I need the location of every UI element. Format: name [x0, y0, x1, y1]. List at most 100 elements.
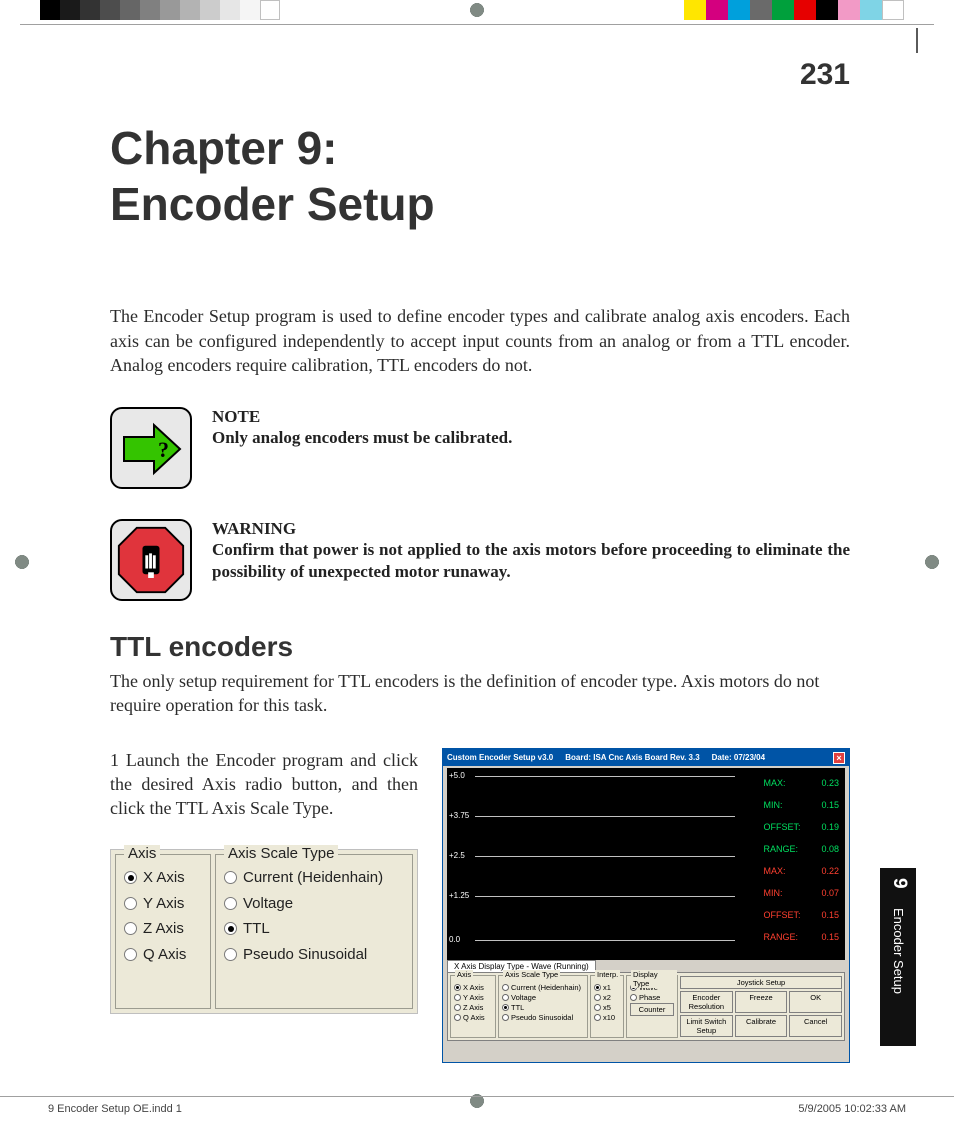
radio-option[interactable]: Pseudo Sinusoidal: [502, 1013, 584, 1022]
page-number: 231: [110, 58, 850, 92]
radio-option[interactable]: x5: [594, 1003, 620, 1012]
radio-icon: [124, 897, 137, 910]
radio-icon: [594, 1004, 601, 1011]
encoder-setup-window: Custom Encoder Setup v3.0 Board: ISA Cnc…: [442, 748, 850, 1063]
radio-option[interactable]: Phase: [630, 993, 674, 1002]
plot-gridline: [475, 816, 735, 817]
axis-group: Axis X AxisY AxisZ AxisQ Axis: [115, 854, 211, 1009]
radio-option[interactable]: Q Axis: [454, 1013, 492, 1022]
plot-stat: RANGE: 0.08: [763, 844, 839, 854]
radio-icon: [454, 1004, 461, 1011]
plot-stat-label: MIN:: [763, 888, 809, 898]
radio-option[interactable]: x2: [594, 993, 620, 1002]
chapter-side-tab: 9 Encoder Setup: [880, 868, 916, 1046]
radio-option[interactable]: Current (Heidenhain): [224, 869, 404, 886]
warning-heading: WARNING: [212, 519, 850, 539]
radio-option[interactable]: Pseudo Sinusoidal: [224, 946, 404, 963]
radio-label: Voltage: [243, 895, 293, 912]
radio-label: Q Axis: [463, 1013, 485, 1022]
radio-label: X Axis: [143, 869, 185, 886]
ctrl-scale-group: Axis Scale Type Current (Heidenhain)Volt…: [498, 975, 588, 1038]
cancel-button[interactable]: Cancel: [789, 1015, 842, 1037]
scale-group-legend: Axis Scale Type: [224, 845, 338, 862]
plot-stat: OFFSET: 0.15: [763, 910, 839, 920]
radio-option[interactable]: Z Axis: [454, 1003, 492, 1012]
radio-icon: [502, 984, 509, 991]
radio-option[interactable]: Y Axis: [454, 993, 492, 1002]
radio-option[interactable]: x10: [594, 1013, 620, 1022]
radio-option[interactable]: X Axis: [124, 869, 202, 886]
note-qmark-icon: ?: [158, 437, 169, 462]
encoder-title-date: Date: 07/23/04: [712, 753, 765, 762]
plot-stat: MAX:0.23: [763, 778, 839, 788]
joystick-setup-button[interactable]: Joystick Setup: [680, 976, 842, 989]
warning-callout: WARNING Confirm that power is not applie…: [110, 519, 850, 601]
limit-switch-button[interactable]: Limit Switch Setup: [680, 1015, 733, 1037]
radio-option[interactable]: Voltage: [502, 993, 584, 1002]
ctrl-interp-group: Interp. x1x2x5x10: [590, 975, 624, 1038]
axis-scale-group: Axis Scale Type Current (Heidenhain)Volt…: [215, 854, 413, 1009]
plot-gridline: [475, 940, 735, 941]
plot-stat-value: 0.15: [821, 910, 839, 920]
radio-label: Current (Heidenhain): [511, 983, 581, 992]
radio-icon: [454, 984, 461, 991]
radio-label: Z Axis: [143, 920, 184, 937]
plot-y-tick-label: +3.75: [449, 811, 469, 820]
radio-icon: [454, 994, 461, 1001]
freeze-button[interactable]: Freeze: [735, 991, 788, 1013]
radio-label: Current (Heidenhain): [243, 869, 383, 886]
radio-option[interactable]: Current (Heidenhain): [502, 983, 584, 992]
radio-label: TTL: [511, 1003, 524, 1012]
plot-stat-label: OFFSET:: [763, 910, 809, 920]
note-callout: ? NOTE Only analog encoders must be cali…: [110, 407, 850, 489]
ctrl-button-group: Joystick Setup Encoder Resolution Freeze…: [680, 975, 842, 1038]
radio-option[interactable]: x1: [594, 983, 620, 992]
plot-stat-label: MIN:: [763, 800, 809, 810]
header-rule: [20, 24, 934, 25]
radio-option[interactable]: TTL: [224, 920, 404, 937]
calibrate-button[interactable]: Calibrate: [735, 1015, 788, 1037]
radio-option[interactable]: TTL: [502, 1003, 584, 1012]
ctrl-axis-group: Axis X AxisY AxisZ AxisQ Axis: [450, 975, 496, 1038]
close-icon[interactable]: ×: [833, 752, 845, 764]
radio-icon: [224, 871, 237, 884]
plot-stat: MIN: 0.07: [763, 888, 839, 898]
intro-paragraph: The Encoder Setup program is used to def…: [110, 304, 850, 377]
radio-option[interactable]: X Axis: [454, 983, 492, 992]
plot-stat-value: 0.07: [821, 888, 839, 898]
plot-stat: MIN:0.15: [763, 800, 839, 810]
radio-option[interactable]: Q Axis: [124, 946, 202, 963]
counter-button[interactable]: Counter: [630, 1003, 674, 1016]
chapter-title: Chapter 9: Encoder Setup: [110, 120, 850, 232]
radio-label: Pseudo Sinusoidal: [243, 946, 367, 963]
radio-option[interactable]: Z Axis: [124, 920, 202, 937]
encoder-controls: Axis X AxisY AxisZ AxisQ Axis Axis Scale…: [447, 972, 845, 1041]
note-heading: NOTE: [212, 407, 850, 427]
header-mark: [916, 28, 918, 53]
radio-icon: [594, 1014, 601, 1021]
registration-mark-icon: [923, 553, 941, 571]
warning-body: Confirm that power is not applied to the…: [212, 539, 850, 583]
radio-icon: [124, 922, 137, 935]
section-paragraph: The only setup requirement for TTL encod…: [110, 669, 850, 718]
plot-stat-value: 0.08: [821, 844, 839, 854]
ctrl-axis-legend: Axis: [455, 970, 473, 979]
footer-filename: 9 Encoder Setup OE.indd 1: [48, 1103, 182, 1115]
ok-button[interactable]: OK: [789, 991, 842, 1013]
plot-stat-value: 0.22: [821, 866, 839, 876]
ctrl-display-legend: Display Type: [631, 970, 677, 988]
radio-option[interactable]: Voltage: [224, 895, 404, 912]
plot-gridline: [475, 896, 735, 897]
radio-icon: [224, 897, 237, 910]
radio-label: Y Axis: [463, 993, 484, 1002]
plot-stat-label: RANGE:: [763, 844, 809, 854]
radio-label: Q Axis: [143, 946, 186, 963]
plot-stat-value: 0.23: [821, 778, 839, 788]
encoder-resolution-button[interactable]: Encoder Resolution: [680, 991, 733, 1013]
radio-icon: [630, 994, 637, 1001]
radio-option[interactable]: Y Axis: [124, 895, 202, 912]
radio-label: x5: [603, 1003, 611, 1012]
radio-icon: [124, 948, 137, 961]
plot-y-tick-label: +2.5: [449, 851, 465, 860]
note-body: Only analog encoders must be calibrated.: [212, 427, 850, 449]
